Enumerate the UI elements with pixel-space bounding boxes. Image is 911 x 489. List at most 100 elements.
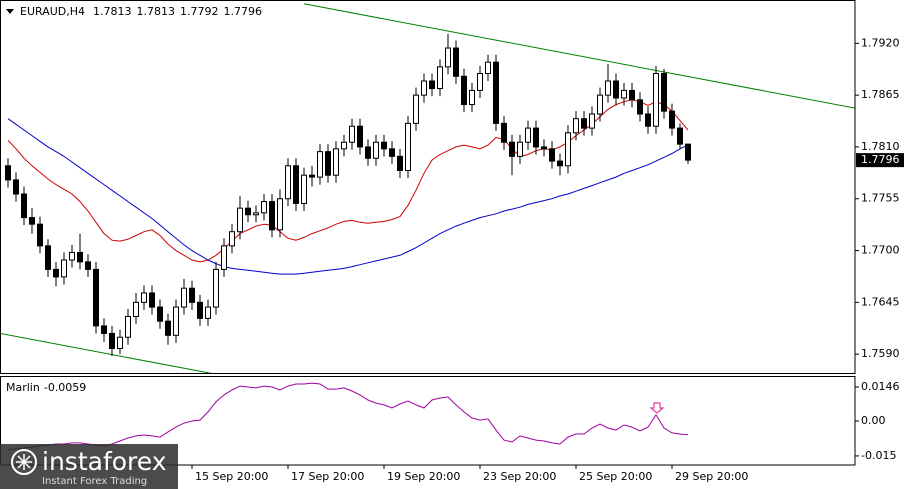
candle-body [101,325,107,334]
candle-body [437,66,443,90]
candle-body [61,259,67,278]
candle-body [253,212,259,216]
candle-body [181,287,187,308]
candle-body [453,47,459,77]
candle-body [229,231,235,247]
candle-body [653,72,659,127]
candle-body [373,141,379,159]
main-frame [0,0,856,374]
candle-body [261,201,267,214]
candle-body [581,118,587,129]
candle-body [277,198,283,231]
candle-body [573,118,579,134]
candle-body [37,223,43,247]
candle-body [381,141,387,150]
x-tick-label: 29 Sep 20:00 [675,470,748,483]
candle-body [461,75,467,106]
candle-body [5,165,11,181]
axes: 15 Sep 20:00 17 Sep 20:00 19 Sep 20:00 23 S… [191,36,904,483]
candle-body [669,110,675,129]
oscillator-name: Marlin [6,381,40,394]
candle-body [69,251,75,261]
candle-body [21,193,27,219]
candle-body [13,179,19,195]
candle-body [485,61,491,74]
logo-icon-star [16,454,32,470]
candle-body [629,89,635,101]
x-tick-label: 15 Sep 20:00 [195,470,268,483]
price-label: 1.7796 [861,153,900,166]
candle-body [349,125,355,143]
candle-body [597,94,603,115]
candle-body [309,174,315,178]
candle-body [173,306,179,336]
y-tick-label: -0.015 [861,449,896,462]
candle-body [421,80,427,96]
price-label-bg [856,153,904,168]
watermark-tagline: Instant Forex Trading [42,476,147,487]
candle-body [357,125,363,148]
logo-icon [11,449,37,475]
candle-body [53,268,59,278]
candle-body [165,320,171,336]
candle-body [133,301,139,317]
watermark-brand: instaforex [42,447,167,476]
candle-body [365,146,371,159]
trend-line [303,3,855,109]
candle-body [197,301,203,319]
candle-body [109,332,115,350]
main-plot [0,3,855,373]
candle-body [517,141,523,157]
candle-body [85,261,91,270]
oscillator-last: -0.0059 [44,381,86,394]
candle-body [645,113,651,127]
x-tick-label: 25 Sep 20:00 [579,470,652,483]
candle-body [149,292,155,308]
candle-body [29,217,35,225]
candle-body [429,80,435,90]
candle-body [221,245,227,270]
x-tick-label: 19 Sep 20:00 [387,470,460,483]
candle-body [389,148,395,157]
candle-body [189,287,195,303]
symbol: EURAUD,H4 [20,5,85,18]
candle-body [445,47,451,68]
y-tick-label: 1.7810 [861,140,900,153]
y-tick-label: 1.7700 [861,244,900,257]
candle-body [77,251,83,263]
candle-body [477,72,483,91]
last-high: 1.7813 [137,5,176,18]
y-tick-label: 0.0146 [861,380,900,393]
candle-body [661,72,667,112]
candle-body [589,113,595,129]
candle-body [533,127,539,148]
candle-body [301,174,307,204]
candle-body [469,89,475,106]
candle-body [605,80,611,96]
candle-body [413,94,419,124]
candle-body [285,165,291,200]
candle-body [493,61,499,124]
moving-average [7,118,689,275]
candle-body [685,143,691,161]
candle-body [341,141,347,150]
candle-body [45,245,51,270]
candle-body [269,201,275,231]
candle-body [325,151,331,176]
candle-body [621,89,627,99]
y-tick-label: 1.7865 [861,88,900,101]
candle-body [317,151,323,178]
x-tick-label: 23 Sep 20:00 [483,470,556,483]
y-tick-label: 0.00 [861,414,886,427]
oscillator-title: Marlin -0.0059 [6,381,86,394]
candle-body [549,148,555,162]
candle-body [557,160,563,167]
signal-arrow [649,402,665,414]
candle-body [205,306,211,319]
candle-body [333,148,339,176]
candle-body [117,336,123,350]
candle-body [237,207,243,233]
